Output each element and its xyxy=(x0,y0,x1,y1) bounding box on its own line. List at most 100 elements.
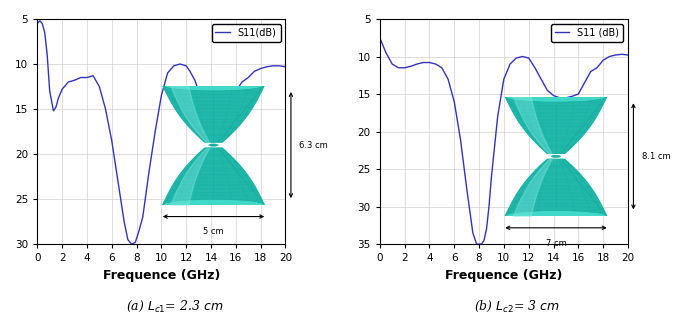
S11(dB) xyxy=(40,31,49,34)
S11 (dB) xyxy=(487,175,495,178)
S11 (dB) xyxy=(519,55,527,59)
S11 (dB) xyxy=(500,77,508,81)
S11 (dB) xyxy=(512,56,521,60)
S11 (dB) xyxy=(469,231,477,235)
S11 (dB) xyxy=(456,137,464,141)
S11(dB) xyxy=(43,53,51,57)
S11 (dB) xyxy=(494,115,502,118)
S11(dB) xyxy=(38,22,47,25)
S11(dB) xyxy=(89,74,97,78)
S11 (dB) xyxy=(525,56,533,60)
S11(dB) xyxy=(83,76,91,80)
S11(dB) xyxy=(186,69,194,73)
S11(dB) xyxy=(282,65,290,69)
S11 (dB) xyxy=(580,81,588,85)
S11 (dB) xyxy=(450,100,458,103)
S11(dB) xyxy=(132,240,140,244)
S11 (dB) xyxy=(562,96,570,100)
S11 (dB) xyxy=(556,96,564,100)
S11(dB) xyxy=(33,22,41,25)
S11(dB) xyxy=(263,65,271,69)
S11(dB) xyxy=(114,179,122,183)
S11(dB) xyxy=(145,170,153,174)
S11(dB) xyxy=(64,80,73,84)
S11 (dB) xyxy=(419,61,427,64)
S11(dB) xyxy=(207,105,215,109)
S11(dB) xyxy=(101,107,110,111)
S11(dB) xyxy=(164,71,172,75)
S11(dB) xyxy=(46,89,54,93)
S11(dB) xyxy=(127,242,136,246)
S11(dB) xyxy=(151,130,160,133)
S11(dB) xyxy=(176,62,184,66)
S11(dB) xyxy=(219,103,227,106)
S11 (dB) xyxy=(473,242,481,246)
S11(dB) xyxy=(223,101,232,105)
Text: (b) $L_{c2}$= 3 $cm$: (b) $L_{c2}$= 3 $cm$ xyxy=(474,299,560,313)
S11 (dB) xyxy=(388,62,397,66)
S11 (dB) xyxy=(432,62,440,66)
S11(dB) xyxy=(195,89,203,93)
S11 (dB) xyxy=(586,70,595,74)
S11(dB) xyxy=(49,109,58,113)
S11 (dB) xyxy=(413,62,421,66)
S11 (dB) xyxy=(407,64,415,68)
S11 (dB) xyxy=(395,66,403,70)
S11 (dB) xyxy=(612,53,620,57)
X-axis label: Frequence (GHz): Frequence (GHz) xyxy=(103,269,220,282)
S11 (dB) xyxy=(537,77,545,81)
S11(dB) xyxy=(238,80,246,84)
S11(dB) xyxy=(124,238,132,242)
S11(dB) xyxy=(135,229,143,233)
S11(dB) xyxy=(158,94,166,97)
S11(dB) xyxy=(58,87,66,91)
S11(dB) xyxy=(213,103,221,106)
S11 (dB) xyxy=(425,61,434,64)
S11 (dB) xyxy=(624,53,632,57)
S11(dB) xyxy=(52,105,60,109)
S11 (dB) xyxy=(618,52,626,56)
S11(dB) xyxy=(257,67,265,70)
S11(dB) xyxy=(120,220,128,223)
S11 (dB) xyxy=(506,62,514,66)
S11 (dB) xyxy=(593,66,601,70)
S11 (dB) xyxy=(475,242,483,246)
S11(dB) xyxy=(244,76,252,80)
S11(dB) xyxy=(269,64,277,68)
S11(dB) xyxy=(36,19,44,23)
S11(dB) xyxy=(250,69,258,73)
S11(dB) xyxy=(170,64,178,68)
S11 (dB) xyxy=(462,186,471,190)
S11(dB) xyxy=(108,139,116,142)
S11(dB) xyxy=(182,64,190,68)
S11 (dB) xyxy=(599,59,607,62)
S11(dB) xyxy=(77,76,85,80)
S11 (dB) xyxy=(482,227,490,231)
S11(dB) xyxy=(275,64,284,68)
S11 (dB) xyxy=(438,66,446,70)
S11 (dB) xyxy=(543,88,551,92)
Legend: S11 (dB): S11 (dB) xyxy=(551,24,623,42)
S11 (dB) xyxy=(574,92,582,96)
S11 (dB) xyxy=(375,36,384,40)
S11(dB) xyxy=(228,100,236,104)
S11(dB) xyxy=(138,215,147,219)
Line: S11(dB): S11(dB) xyxy=(37,21,286,244)
S11(dB) xyxy=(54,96,62,100)
S11 (dB) xyxy=(480,239,488,242)
S11 (dB) xyxy=(531,66,539,70)
X-axis label: Frequence (GHz): Frequence (GHz) xyxy=(445,269,562,282)
S11(dB) xyxy=(95,85,103,88)
Line: S11 (dB): S11 (dB) xyxy=(379,38,628,244)
Legend: S11(dB): S11(dB) xyxy=(212,24,281,42)
S11 (dB) xyxy=(485,205,493,208)
S11(dB) xyxy=(71,78,79,82)
S11(dB) xyxy=(190,78,199,82)
S11(dB) xyxy=(201,103,209,106)
S11 (dB) xyxy=(444,77,452,81)
S11 (dB) xyxy=(606,55,614,59)
S11 (dB) xyxy=(549,94,558,97)
S11 (dB) xyxy=(568,95,576,98)
Text: (a) $L_{c1}$= 2.3 $cm$: (a) $L_{c1}$= 2.3 $cm$ xyxy=(126,299,223,313)
S11 (dB) xyxy=(477,242,486,246)
